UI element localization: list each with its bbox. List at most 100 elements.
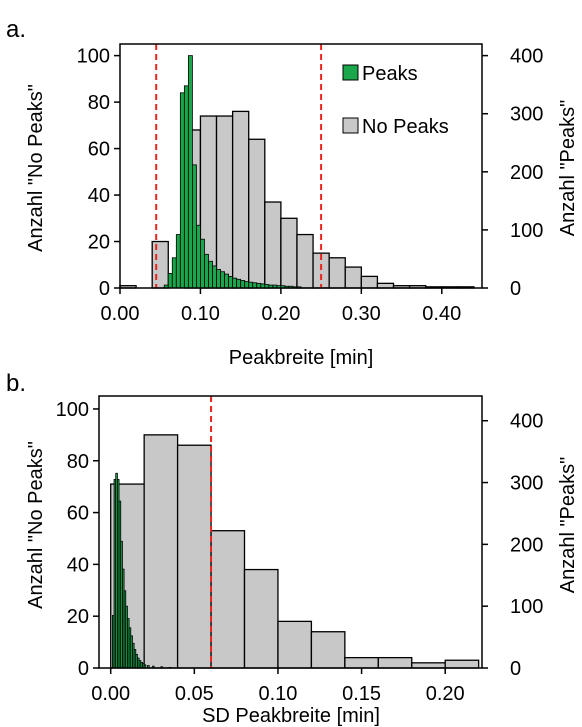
left-tick-label: 40	[88, 185, 110, 207]
left-tick-label: 0	[78, 658, 89, 680]
x-tick-label: 0.10	[181, 303, 220, 325]
panel-b-right-axis-label: Anzahl "Peaks"	[557, 457, 579, 594]
right-tick-label: 400	[510, 411, 543, 433]
right-tick-label: 300	[510, 104, 543, 126]
no-peaks-bar	[310, 631, 346, 669]
peaks-bar	[183, 85, 189, 289]
x-tick-label: 0.20	[426, 683, 465, 705]
peaks-bar	[196, 224, 201, 289]
peaks-bar	[240, 280, 246, 289]
peaks-bar	[244, 281, 250, 289]
no-peaks-bar	[264, 201, 282, 289]
peaks-bar	[204, 253, 209, 289]
peaks-bar	[187, 55, 193, 289]
right-tick-label: 100	[510, 220, 543, 242]
no-peaks-bar	[231, 110, 250, 289]
left-tick-label: 20	[67, 606, 89, 628]
no-peaks-bar	[143, 434, 179, 669]
panel-b-left-axis-label: Anzahl "No Peaks"	[25, 441, 47, 609]
legend-label-no-peaks: No Peaks	[362, 116, 449, 138]
panel-a-legend: Peaks No Peaks	[342, 63, 449, 138]
x-tick-label: 0.00	[101, 303, 140, 325]
panel-a-peaks-bars	[163, 55, 302, 289]
panel-b: b. 0.00 0.05 0.10 0.15 0.20 0 20 40 60 80 100 0 10…	[6, 370, 579, 727]
peaks-bar	[248, 281, 254, 289]
panel-a-x-axis-label: Peakbreite [min]	[229, 347, 374, 369]
x-tick-label: 0.30	[342, 303, 381, 325]
panel-b-x-axis-ticks: 0.00 0.05 0.10 0.15 0.20	[91, 668, 465, 705]
panel-a-right-axis-label: Anzahl "Peaks"	[557, 100, 579, 237]
left-tick-label: 80	[67, 451, 89, 473]
left-tick-label: 20	[88, 232, 110, 254]
peaks-bar	[208, 260, 213, 289]
panel-b-plot-frame	[98, 395, 483, 669]
peaks-bar	[200, 238, 205, 289]
panel-b-label: b.	[6, 370, 26, 397]
no-peaks-bar	[377, 656, 413, 669]
peaks-bar	[232, 277, 238, 289]
x-tick-label: 0.05	[175, 683, 214, 705]
no-peaks-bar	[344, 656, 379, 669]
right-tick-label: 200	[510, 534, 543, 556]
left-tick-label: 60	[67, 503, 89, 525]
right-tick-label: 400	[510, 46, 543, 68]
peaks-bar	[252, 282, 258, 289]
x-tick-label: 0.15	[342, 683, 381, 705]
left-tick-label: 40	[67, 554, 89, 576]
right-tick-label: 100	[510, 596, 543, 618]
peaks-bar	[216, 269, 221, 289]
panel-a-label: a.	[6, 16, 26, 43]
no-peaks-bar	[243, 568, 279, 669]
x-tick-label: 0.10	[258, 683, 297, 705]
no-peaks-bar	[444, 659, 480, 669]
peaks-bar	[236, 278, 242, 289]
panel-a-right-axis-ticks: 0 100 200 300 400	[482, 46, 543, 300]
no-peaks-bar	[215, 115, 234, 289]
panel-a-left-axis-label: Anzahl "No Peaks"	[25, 84, 47, 252]
peaks-bar	[167, 273, 173, 289]
x-tick-label: 0.00	[91, 683, 130, 705]
no-peaks-bar	[176, 444, 212, 669]
right-tick-label: 200	[510, 162, 543, 184]
no-peaks-bar	[210, 530, 246, 669]
left-tick-label: 60	[88, 139, 110, 161]
peaks-bar	[171, 257, 177, 289]
no-peaks-bar	[411, 662, 446, 669]
no-peaks-bar	[248, 138, 266, 289]
no-peaks-bar	[296, 233, 314, 289]
left-tick-label: 100	[77, 46, 110, 68]
right-tick-label: 0	[510, 278, 521, 300]
left-tick-label: 80	[88, 92, 110, 114]
legend-swatch-peaks	[342, 64, 359, 81]
panel-a-plot-frame	[119, 43, 483, 289]
peaks-bar	[179, 92, 185, 289]
peaks-bar	[220, 271, 225, 289]
right-tick-label: 300	[510, 473, 543, 495]
x-tick-label: 0.20	[261, 303, 300, 325]
panel-a: a. 0.00 0.10 0.20 0.30 0.40 0 20 40 60 80 100 0 10…	[6, 16, 579, 369]
panel-a-left-axis-ticks: 0 20 40 60 80 100	[77, 46, 120, 300]
no-peaks-bar	[280, 217, 298, 289]
panel-b-no-peaks-bars	[110, 434, 480, 669]
legend-swatch-no-peaks	[342, 117, 359, 134]
no-peaks-bar	[151, 240, 169, 289]
left-tick-label: 0	[99, 278, 110, 300]
no-peaks-bar	[344, 266, 362, 289]
right-tick-label: 0	[510, 658, 521, 680]
panel-a-x-axis-ticks: 0.00 0.10 0.20 0.30 0.40	[101, 288, 461, 325]
legend-label-peaks: Peaks	[362, 63, 418, 85]
peaks-bar	[212, 265, 217, 289]
no-peaks-bar	[360, 275, 379, 289]
peaks-bar	[224, 273, 229, 289]
panel-b-right-axis-ticks: 0 100 200 300 400	[482, 411, 543, 680]
left-tick-label: 100	[56, 399, 89, 421]
panel-a-reference-lines	[155, 44, 323, 288]
panel-b-x-axis-label: SD Peakbreite [min]	[202, 705, 380, 727]
x-tick-label: 0.40	[422, 303, 461, 325]
panel-b-left-axis-ticks: 0 20 40 60 80 100	[56, 399, 99, 680]
no-peaks-bar	[277, 620, 313, 669]
no-peaks-bar	[328, 257, 346, 289]
peaks-bar	[191, 164, 197, 289]
peaks-bar	[175, 234, 181, 289]
